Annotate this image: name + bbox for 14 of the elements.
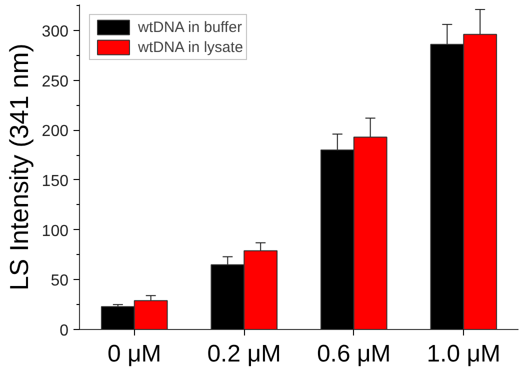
y-axis-title: LS Intensity (341 nm) [4, 43, 34, 291]
y-tick-label: 150 [42, 172, 69, 190]
y-tick-label: 250 [42, 73, 69, 90]
legend-label: wtDNA in buffer [138, 18, 242, 36]
y-tick-label: 200 [42, 123, 69, 140]
y-tick-label: 300 [42, 23, 69, 40]
x-tick-label: 0 μM [107, 340, 162, 368]
y-tick-label: 50 [50, 272, 69, 290]
y-tick-label: 100 [42, 222, 69, 240]
x-tick-label: 0.6 μM [316, 340, 391, 368]
x-tick-label: 1.0 μM [426, 340, 501, 368]
y-tick-label: 0 [60, 322, 69, 340]
x-tick-label: 0.2 μM [207, 340, 282, 368]
legend-label: wtDNA in lysate [138, 38, 244, 56]
